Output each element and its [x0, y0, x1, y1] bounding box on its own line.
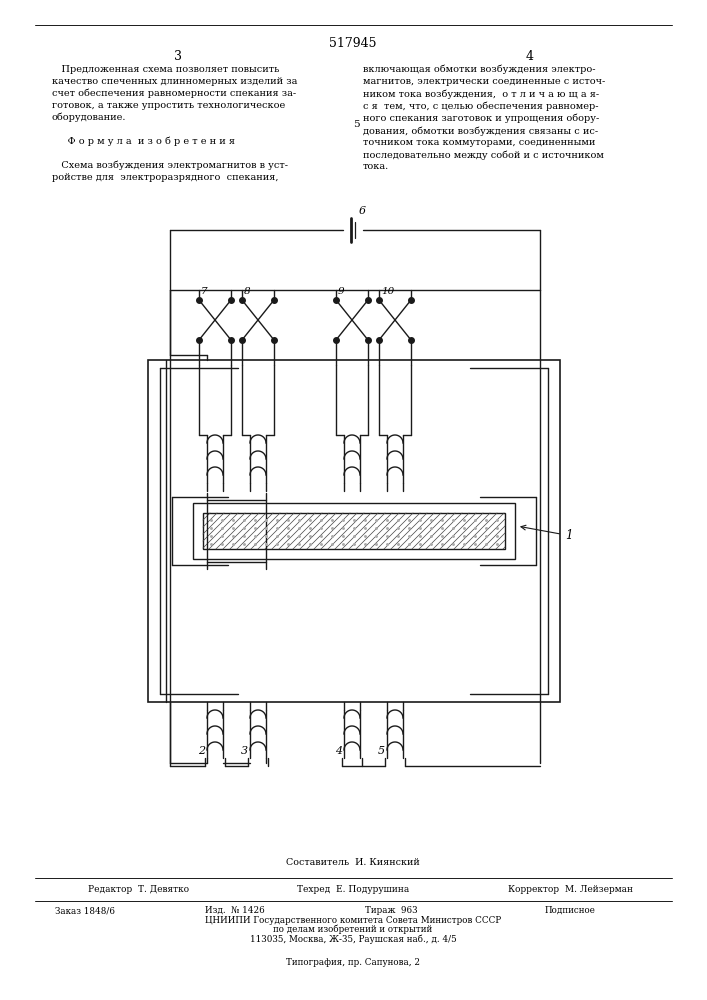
Text: Изд.  № 1426: Изд. № 1426 [205, 906, 264, 915]
Text: 5: 5 [354, 120, 360, 129]
Text: 1: 1 [521, 525, 573, 542]
Text: включающая обмотки возбуждения электро-
магнитов, электрически соединенные с ист: включающая обмотки возбуждения электро- … [363, 65, 605, 171]
Text: Типография, пр. Сапунова, 2: Типография, пр. Сапунова, 2 [286, 958, 420, 967]
Text: 2: 2 [198, 746, 205, 756]
Text: Корректор  М. Лейзерман: Корректор М. Лейзерман [508, 885, 633, 894]
Text: 7: 7 [201, 287, 208, 296]
Text: Редактор  Т. Девятко: Редактор Т. Девятко [88, 885, 189, 894]
Text: по делам изобретений и открытий: по делам изобретений и открытий [274, 925, 433, 934]
Text: Предложенная схема позволяет повысить
качество спеченных длинномерных изделий за: Предложенная схема позволяет повысить ка… [52, 65, 298, 182]
Text: 113035, Москва, Ж-35, Раушская наб., д. 4/5: 113035, Москва, Ж-35, Раушская наб., д. … [250, 934, 456, 944]
Text: 9: 9 [338, 287, 344, 296]
Bar [148, 360, 560, 702]
Text: 10: 10 [381, 287, 395, 296]
Text: 6: 6 [359, 206, 366, 216]
Text: Тираж  963: Тираж 963 [365, 906, 418, 915]
Text: 8: 8 [244, 287, 250, 296]
Text: 517945: 517945 [329, 37, 377, 50]
Text: Составитель  И. Киянский: Составитель И. Киянский [286, 858, 420, 867]
Text: 4: 4 [335, 746, 342, 756]
Text: 5: 5 [378, 746, 385, 756]
Text: Заказ 1848/6: Заказ 1848/6 [55, 906, 115, 915]
Bar [193, 503, 515, 559]
Bar [203, 513, 505, 549]
Text: ЦНИИПИ Государственного комитета Совета Министров СССР: ЦНИИПИ Государственного комитета Совета … [205, 916, 501, 925]
Text: 3: 3 [174, 50, 182, 63]
Text: Подписное: Подписное [545, 906, 596, 915]
Text: Техред  Е. Подурушина: Техред Е. Подурушина [297, 885, 409, 894]
Text: 3: 3 [241, 746, 248, 756]
Text: 4: 4 [526, 50, 534, 63]
